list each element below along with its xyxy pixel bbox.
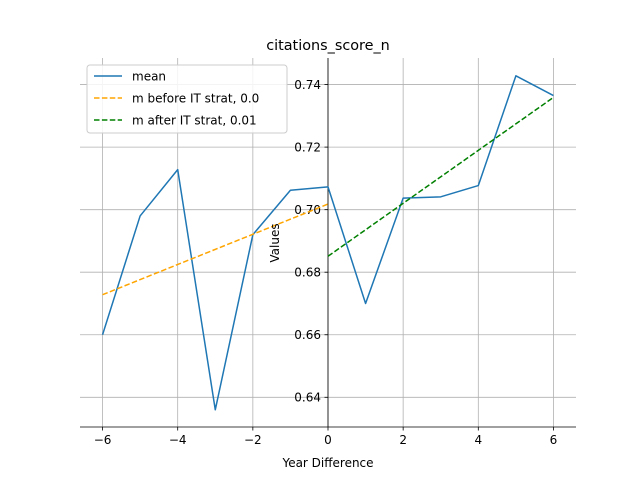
y-tick-label: 0.72 bbox=[294, 140, 321, 154]
y-tick-label: 0.70 bbox=[294, 203, 321, 217]
axis-ticks: −6 −4 −2 0 2 4 6 0.64 0.66 0.68 0.70 0.72 0.74 bbox=[94, 78, 558, 447]
legend-label: m after IT strat, 0.01 bbox=[132, 113, 257, 127]
chart-title: citations_score_n bbox=[266, 38, 390, 54]
series-line bbox=[101, 75, 554, 411]
y-tick-label: 0.74 bbox=[294, 78, 321, 92]
x-tick-label: 6 bbox=[550, 433, 558, 447]
legend-box bbox=[86, 64, 288, 134]
x-axis-label: Year Difference bbox=[281, 456, 373, 470]
x-tick-label: −6 bbox=[94, 433, 112, 447]
y-tick-label: 0.66 bbox=[294, 328, 321, 342]
series-line bbox=[327, 96, 554, 257]
legend-label: mean bbox=[132, 69, 166, 83]
x-tick-label: 0 bbox=[324, 433, 332, 447]
series-layer bbox=[101, 75, 554, 411]
legend: mean m before IT strat, 0.0 m after IT str… bbox=[86, 64, 288, 134]
y-tick-label: 0.68 bbox=[294, 266, 321, 280]
x-tick-label: −2 bbox=[244, 433, 262, 447]
x-tick-label: −4 bbox=[169, 433, 187, 447]
x-tick-label: 4 bbox=[474, 433, 482, 447]
y-axis-label: Values bbox=[268, 223, 282, 262]
legend-label: m before IT strat, 0.0 bbox=[132, 91, 259, 105]
y-tick-label: 0.64 bbox=[294, 391, 321, 405]
series-line bbox=[102, 203, 329, 296]
x-tick-label: 2 bbox=[399, 433, 407, 447]
